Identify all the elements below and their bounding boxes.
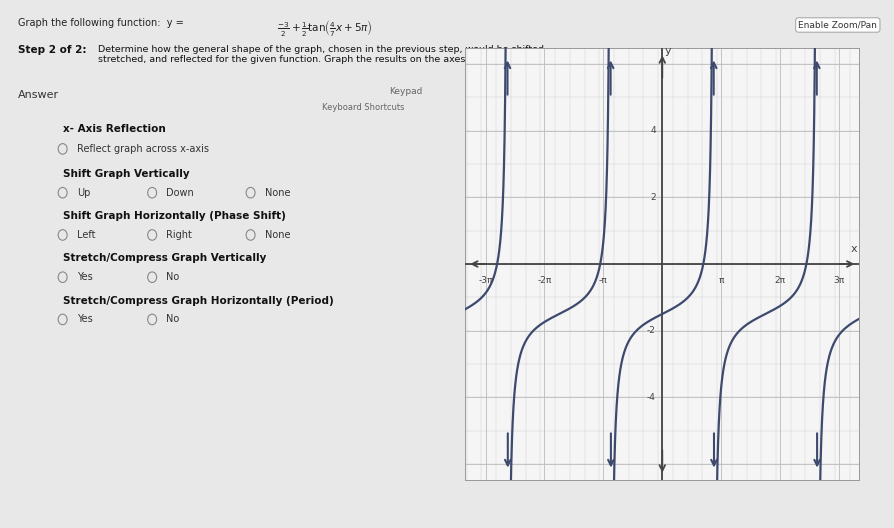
Text: Yes: Yes bbox=[77, 315, 93, 324]
Text: Answer: Answer bbox=[18, 90, 59, 100]
Text: Stretch/Compress Graph Vertically: Stretch/Compress Graph Vertically bbox=[63, 253, 266, 263]
Text: 2: 2 bbox=[649, 193, 655, 202]
Text: No: No bbox=[166, 315, 180, 324]
Text: Yes: Yes bbox=[77, 272, 93, 282]
Text: π: π bbox=[718, 276, 723, 285]
Text: $\frac{-3}{2}+\frac{1}{2}\tan\!\left(\frac{4}{7}x+5\pi\right)$: $\frac{-3}{2}+\frac{1}{2}\tan\!\left(\fr… bbox=[277, 18, 373, 39]
Text: Step 2 of 2:: Step 2 of 2: bbox=[18, 45, 87, 55]
Text: Determine how the general shape of the graph, chosen in the previous step, would: Determine how the general shape of the g… bbox=[98, 45, 547, 64]
Text: None: None bbox=[265, 188, 290, 197]
Text: Left: Left bbox=[77, 230, 96, 240]
Text: Up: Up bbox=[77, 188, 90, 197]
Text: -3π: -3π bbox=[477, 276, 493, 285]
Text: 2π: 2π bbox=[773, 276, 785, 285]
Text: x- Axis Reflection: x- Axis Reflection bbox=[63, 124, 165, 134]
Text: Keyboard Shortcuts: Keyboard Shortcuts bbox=[322, 103, 404, 112]
Text: Enable Zoom/Pan: Enable Zoom/Pan bbox=[797, 21, 876, 30]
Text: No: No bbox=[166, 272, 180, 282]
Text: Stretch/Compress Graph Horizontally (Period): Stretch/Compress Graph Horizontally (Per… bbox=[63, 296, 333, 306]
Text: -π: -π bbox=[598, 276, 607, 285]
Text: Graph the following function:  y =: Graph the following function: y = bbox=[18, 18, 187, 29]
Text: Down: Down bbox=[166, 188, 194, 197]
Text: Right: Right bbox=[166, 230, 192, 240]
Text: Keypad: Keypad bbox=[389, 87, 422, 96]
Text: None: None bbox=[265, 230, 290, 240]
Text: Shift Graph Horizontally (Phase Shift): Shift Graph Horizontally (Phase Shift) bbox=[63, 211, 285, 221]
Text: y: y bbox=[664, 46, 670, 56]
Text: 4: 4 bbox=[649, 126, 655, 135]
Text: Reflect graph across x-axis: Reflect graph across x-axis bbox=[77, 144, 208, 154]
Text: x: x bbox=[849, 244, 856, 254]
Text: 3π: 3π bbox=[832, 276, 844, 285]
Text: -2: -2 bbox=[646, 326, 655, 335]
Text: -2π: -2π bbox=[536, 276, 551, 285]
Text: Shift Graph Vertically: Shift Graph Vertically bbox=[63, 169, 189, 179]
Text: -4: -4 bbox=[646, 393, 655, 402]
